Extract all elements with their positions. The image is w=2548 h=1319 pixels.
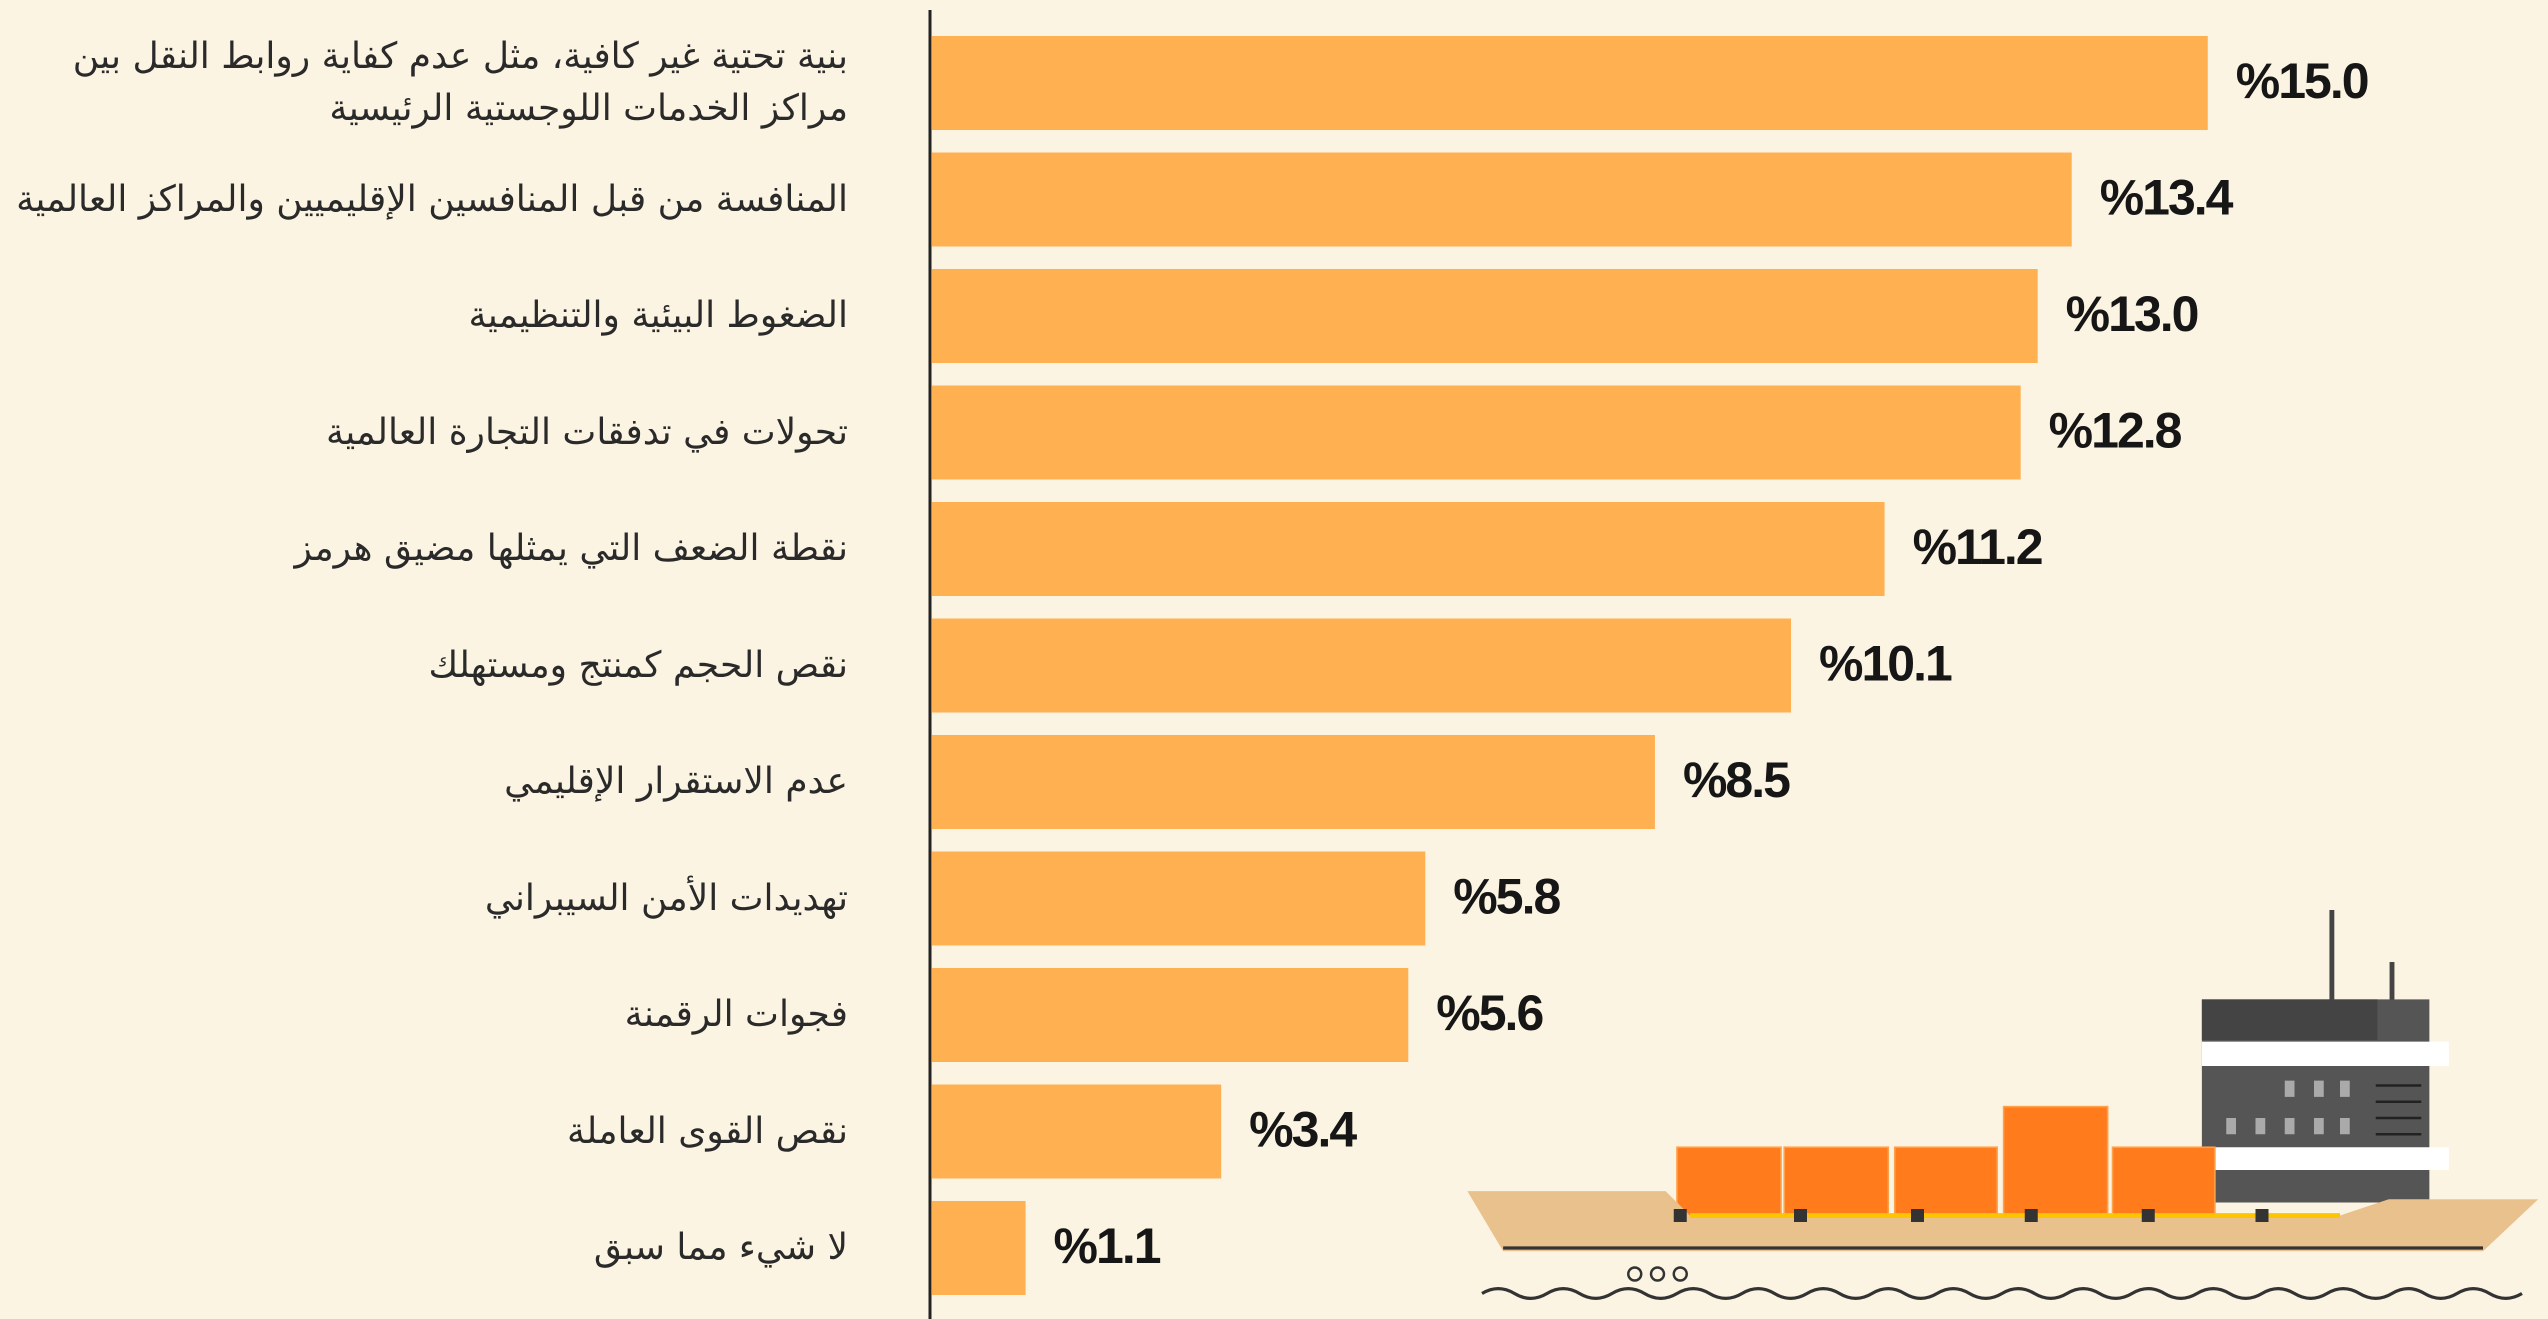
- category-label: فجوات الرقمنة: [624, 994, 848, 1035]
- bar: [932, 385, 2021, 480]
- category-label: بنية تحتية غير كافية، مثل عدم كفاية رواب…: [72, 36, 848, 129]
- value-label: %3.4: [1249, 1102, 1357, 1158]
- bar: [932, 1201, 1026, 1295]
- bar: [932, 152, 2072, 247]
- category-label: عدم الاستقرار الإقليمي: [504, 761, 848, 802]
- category-label: تهديدات الأمن السيبراني: [484, 877, 848, 919]
- value-label: %13.4: [2100, 170, 2234, 226]
- category-label: نقص القوى العاملة: [567, 1110, 848, 1152]
- category-label: المنافسة من قبل المنافسين الإقليميين وال…: [16, 178, 848, 220]
- bar: [932, 502, 1885, 596]
- category-label: الضغوط البيئية والتنظيمية: [468, 295, 848, 336]
- bar: [932, 851, 1426, 946]
- value-label: %1.1: [1054, 1218, 1161, 1274]
- value-label: %12.8: [2049, 403, 2182, 459]
- bar: [932, 735, 1655, 829]
- bar: [932, 1084, 1222, 1179]
- value-label: %13.0: [2066, 286, 2198, 342]
- value-label: %15.0: [2236, 53, 2368, 109]
- value-label: %11.2: [1913, 519, 2042, 575]
- value-label: %10.1: [1819, 636, 1952, 692]
- value-label: %5.8: [1453, 869, 1560, 925]
- bar: [932, 968, 1409, 1062]
- category-label: تحولات في تدفقات التجارة العالمية: [326, 411, 848, 453]
- value-label: %5.6: [1436, 985, 1542, 1041]
- category-label: نقطة الضعف التي يمثلها مضيق هرمز: [294, 528, 849, 569]
- category-label: لا شيء مما سبق: [593, 1227, 848, 1268]
- category-label: نقص الحجم كمنتج ومستهلك: [428, 644, 848, 686]
- bar: [932, 618, 1792, 713]
- value-label: %8.5: [1683, 752, 1790, 808]
- ship-illustration: [1467, 910, 2539, 1300]
- bar: [932, 36, 2208, 130]
- bar: [932, 269, 2038, 363]
